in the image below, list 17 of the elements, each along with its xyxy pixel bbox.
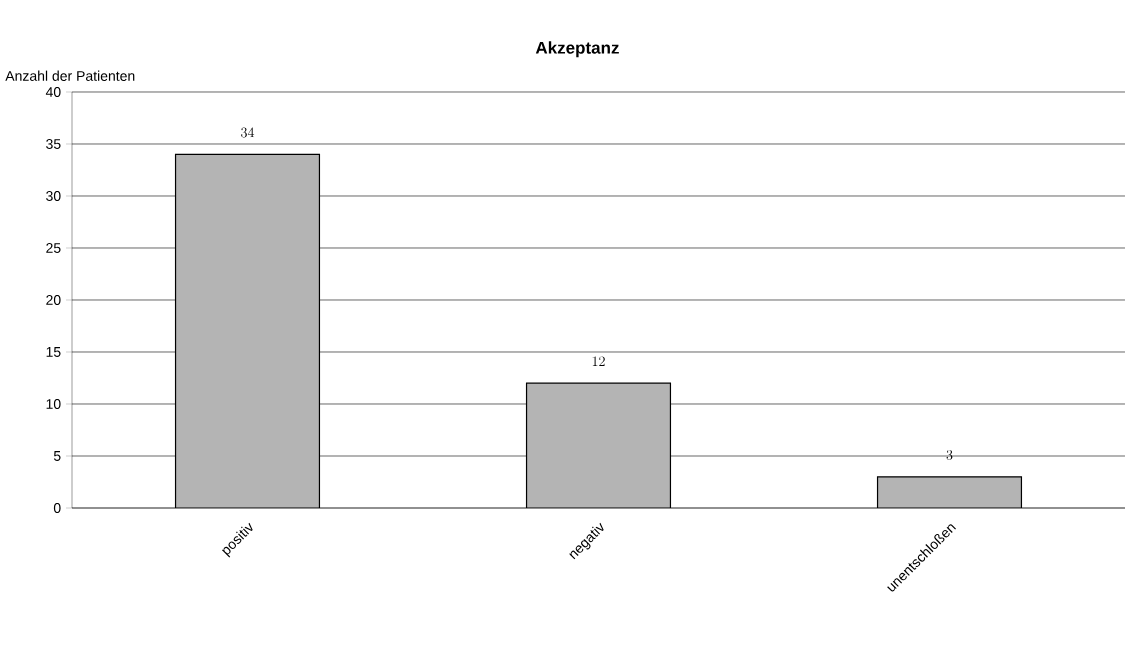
y-tick-label: 5 bbox=[53, 451, 61, 461]
y-tick-label: 35 bbox=[46, 139, 61, 149]
y-tick-label: 40 bbox=[45, 87, 61, 97]
data-label: 3 bbox=[946, 450, 953, 460]
data-label: 34 bbox=[241, 127, 255, 138]
y-tick-label: 10 bbox=[46, 399, 61, 409]
chart-title: Akzeptanz bbox=[535, 41, 619, 58]
y-tick-label: 20 bbox=[46, 295, 61, 305]
bar bbox=[174, 153, 321, 508]
y-tick-label: 25 bbox=[46, 243, 61, 253]
y-tick-label: 15 bbox=[46, 347, 61, 357]
y-axis-title: Anzahl der Patienten bbox=[5, 70, 135, 81]
data-label: 12 bbox=[592, 356, 605, 366]
y-tick-label: 30 bbox=[46, 191, 61, 201]
y-tick-label: 0 bbox=[53, 503, 61, 513]
bar bbox=[525, 382, 672, 508]
bar bbox=[876, 476, 1023, 508]
